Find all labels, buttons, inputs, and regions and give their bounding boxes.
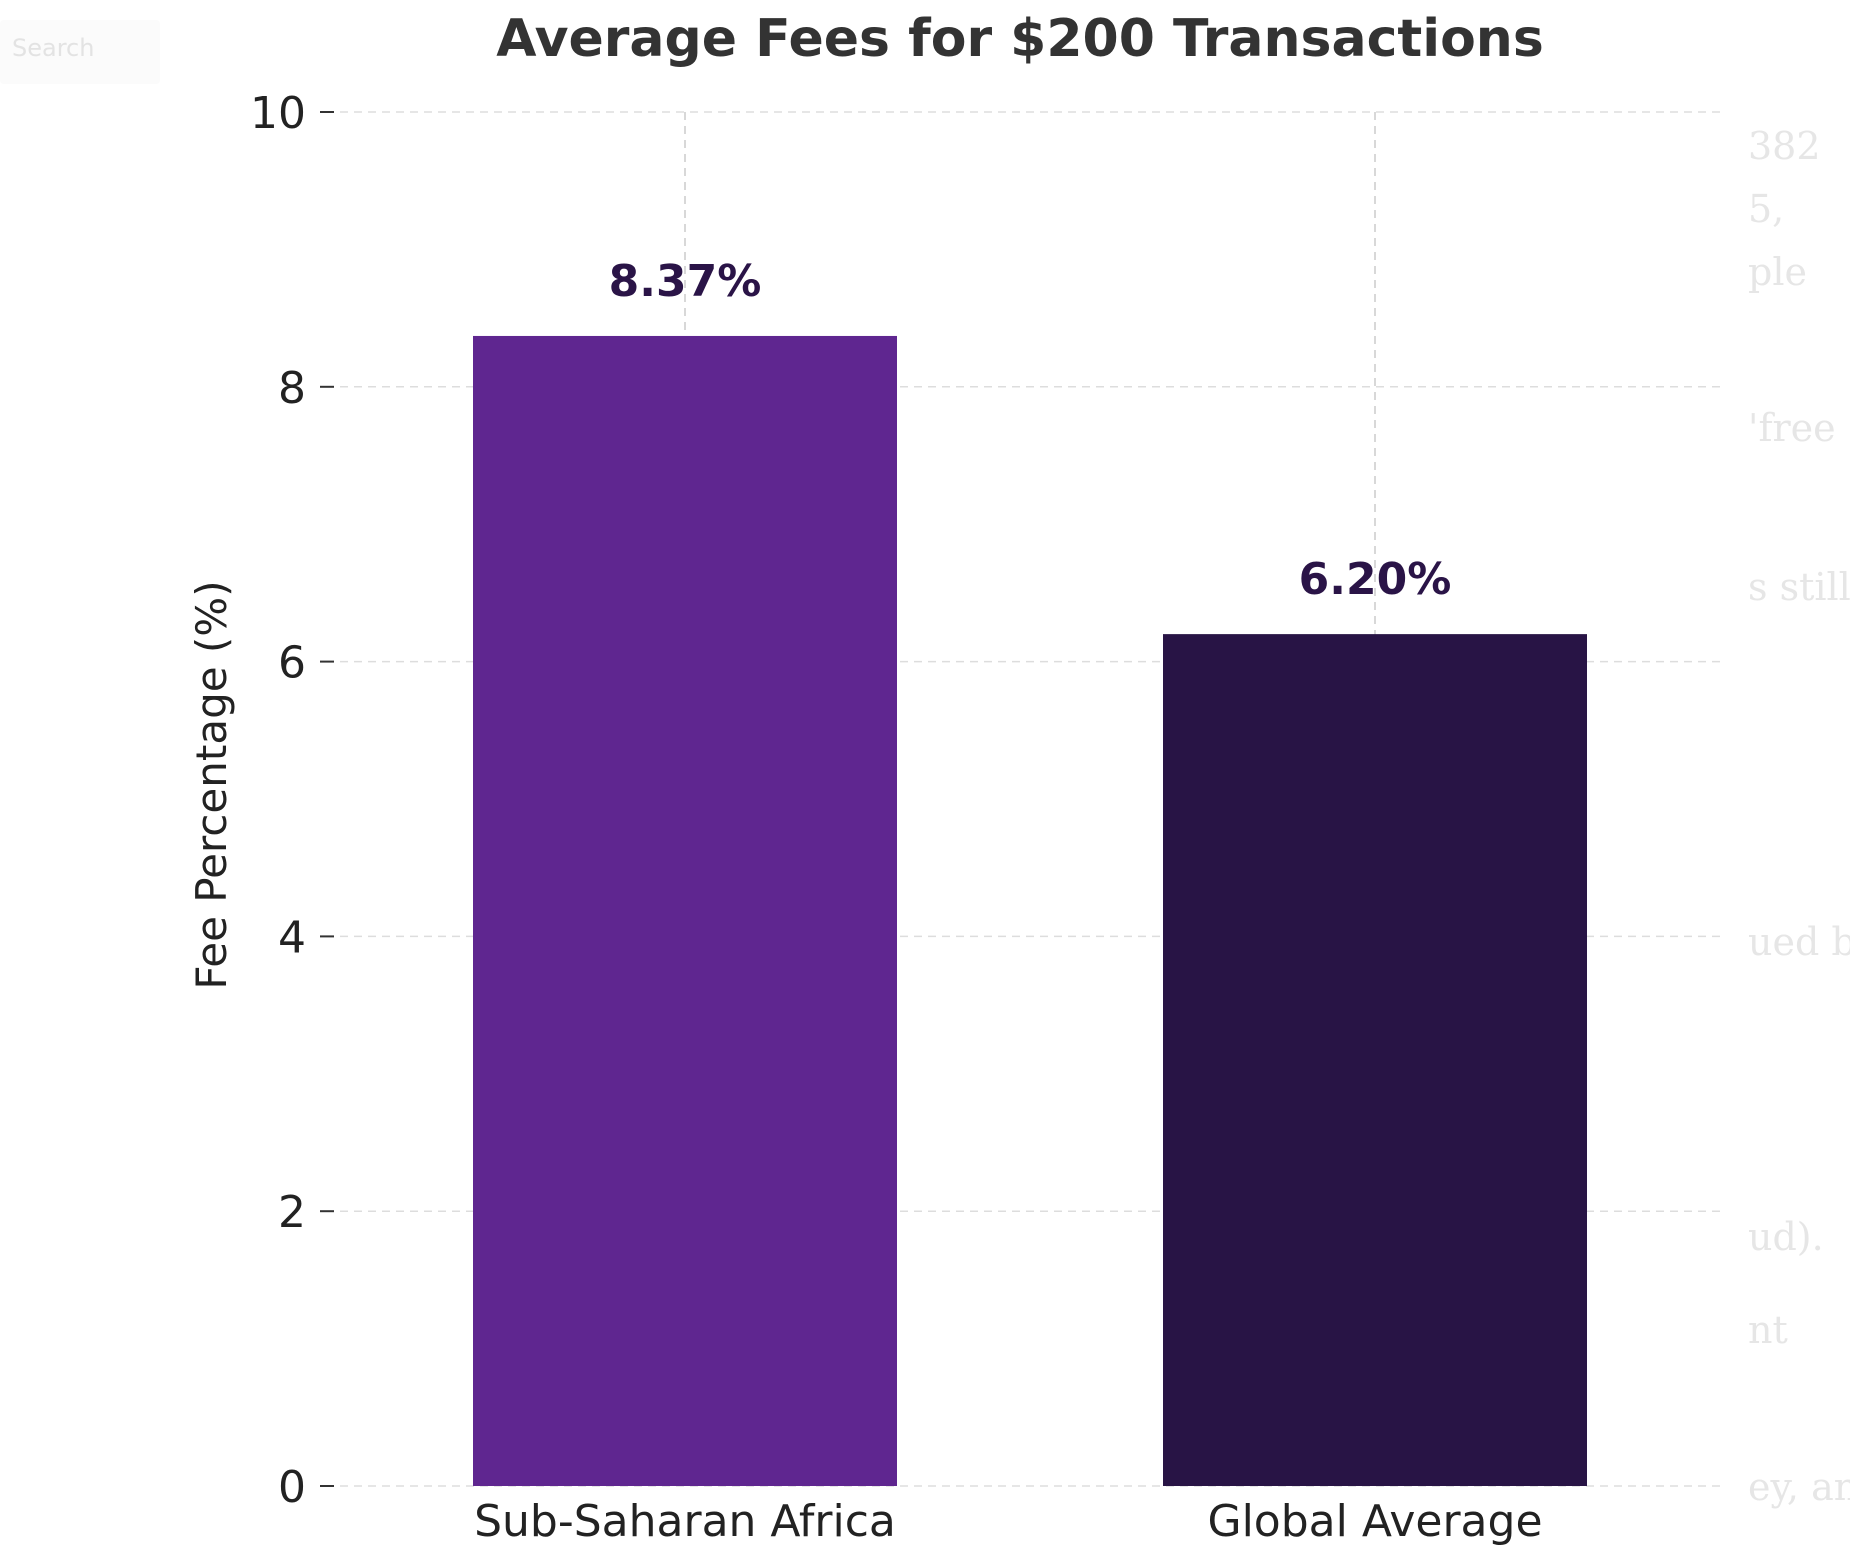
x-axis: Sub-Saharan Africa Global Average: [474, 1496, 1542, 1547]
background-text-line: ey, and: [1748, 1465, 1850, 1509]
background-text-line: ued by: [1748, 920, 1850, 964]
background-text-line: 'free: [1748, 406, 1836, 450]
search-box[interactable]: Search: [0, 20, 160, 84]
search-placeholder: Search: [12, 34, 95, 62]
background-text-line: 382: [1748, 124, 1821, 168]
x-tick-label: Sub-Saharan Africa: [474, 1496, 896, 1547]
background-text-line: ud).: [1748, 1215, 1824, 1259]
y-axis-label: Fee Percentage (%): [187, 580, 236, 989]
x-tick-label: Global Average: [1207, 1496, 1542, 1547]
background-text-line: 5,: [1748, 187, 1785, 231]
y-tick-label: 2: [278, 1187, 306, 1238]
y-tick-label: 6: [278, 638, 306, 689]
y-tick-label: 4: [278, 912, 306, 963]
background-text-line: s still: [1748, 565, 1850, 609]
y-tick-label: 8: [278, 363, 306, 414]
chart-title: Average Fees for $200 Transactions: [496, 9, 1544, 69]
bar-value-label: 8.37%: [609, 256, 762, 307]
y-axis: 0 2 4 6 8 10: [250, 88, 334, 1513]
y-tick-label: 10: [250, 88, 306, 139]
background-text-line: nt: [1748, 1308, 1788, 1352]
bar: [1163, 634, 1587, 1486]
background-text-line: ple: [1748, 250, 1807, 294]
bar: [473, 335, 897, 1486]
bar-value-label: 6.20%: [1299, 554, 1452, 605]
bars: 8.37% 6.20%: [473, 256, 1587, 1486]
y-tick-label: 0: [278, 1462, 306, 1513]
